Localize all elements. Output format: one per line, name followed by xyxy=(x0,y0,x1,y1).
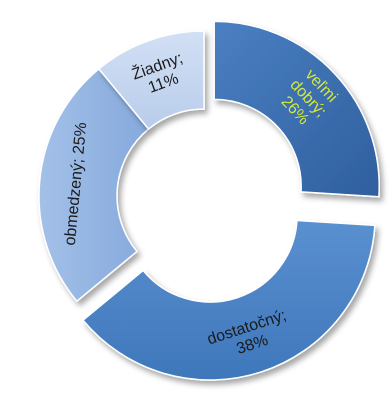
slice-velmi-dobry xyxy=(213,20,380,198)
slice-ziadny xyxy=(97,30,205,131)
slices-group xyxy=(38,20,380,381)
slice-obmedzeny xyxy=(38,67,150,303)
slice-dostatocny xyxy=(81,219,376,381)
